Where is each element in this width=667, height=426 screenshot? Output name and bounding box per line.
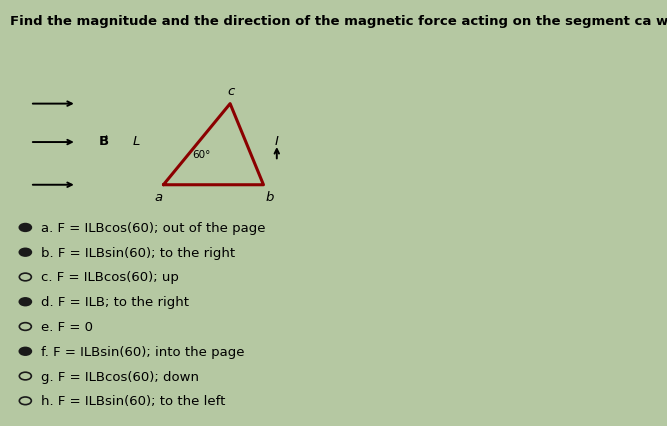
- Text: g. F = ILBcos(60); down: g. F = ILBcos(60); down: [41, 370, 199, 383]
- Text: d. F = ILB; to the right: d. F = ILB; to the right: [41, 296, 189, 308]
- Text: c. F = ILBcos(60); up: c. F = ILBcos(60); up: [41, 271, 179, 284]
- Circle shape: [19, 249, 31, 256]
- Text: B⃗: B⃗: [98, 135, 109, 148]
- Text: a. F = ILBcos(60); out of the page: a. F = ILBcos(60); out of the page: [41, 222, 266, 234]
- Text: e. F = 0: e. F = 0: [41, 320, 93, 333]
- Text: 60°: 60°: [192, 149, 211, 159]
- Circle shape: [19, 224, 31, 232]
- Circle shape: [19, 348, 31, 355]
- Text: a: a: [154, 190, 162, 203]
- Text: f. F = ILBsin(60); into the page: f. F = ILBsin(60); into the page: [41, 345, 245, 358]
- Text: c: c: [228, 85, 235, 98]
- Text: I: I: [275, 135, 279, 148]
- Text: Find the magnitude and the direction of the magnetic force acting on the segment: Find the magnitude and the direction of …: [10, 15, 667, 28]
- Text: L: L: [133, 135, 141, 148]
- Circle shape: [19, 298, 31, 306]
- Text: b. F = ILBsin(60); to the right: b. F = ILBsin(60); to the right: [41, 246, 235, 259]
- Text: b: b: [266, 190, 274, 203]
- Text: h. F = ILBsin(60); to the left: h. F = ILBsin(60); to the left: [41, 394, 225, 407]
